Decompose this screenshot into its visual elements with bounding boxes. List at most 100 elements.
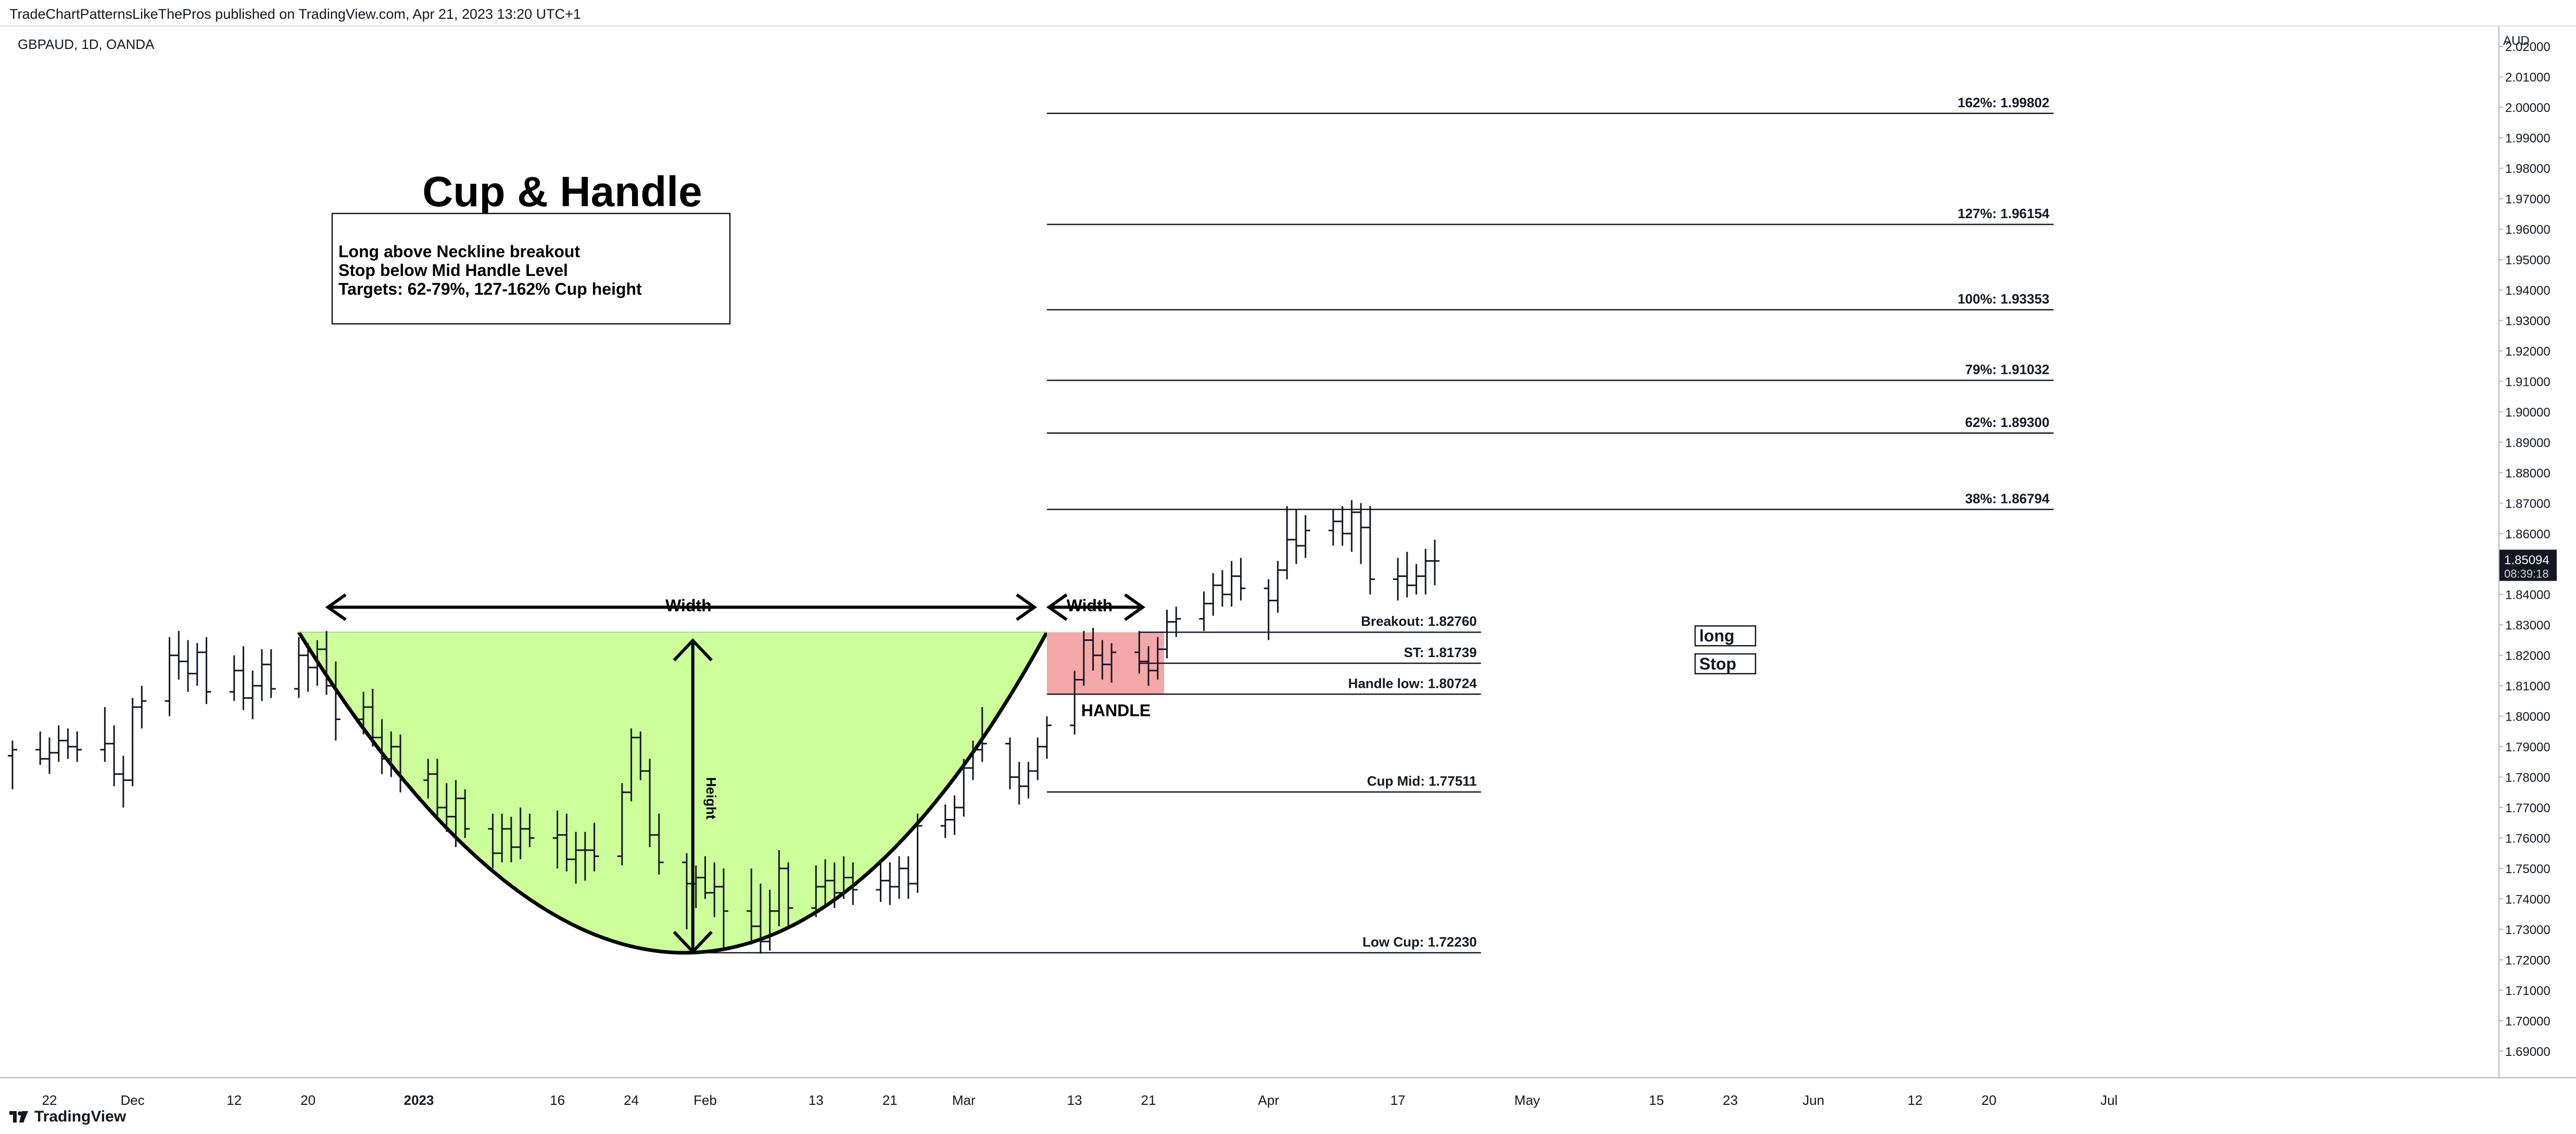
cup-width-label: Width [665, 596, 712, 615]
ohlc-bar [885, 862, 895, 905]
price-tick-label: 1.84000 [2505, 588, 2550, 602]
ohlc-bar [1328, 509, 1338, 546]
symbol-label[interactable]: GBPAUD, 1D, OANDA [18, 36, 155, 52]
price-tick-label: 1.81000 [2505, 679, 2550, 694]
price-tick-label: 1.94000 [2505, 284, 2550, 298]
level-label: 162%: 1.99802 [1958, 95, 2049, 110]
price-tick-label: 1.97000 [2505, 193, 2550, 207]
ohlc-bar [977, 707, 987, 762]
time-tick-label: 20 [300, 1092, 315, 1108]
ohlc-bar [359, 691, 369, 735]
ohlc-bar [1227, 561, 1236, 607]
price-tick-label: 1.96000 [2505, 223, 2550, 237]
ohlc-bar [460, 789, 470, 838]
level-line[interactable]: ST: 1.81739 [1139, 645, 1481, 664]
price-tick-label: 1.69000 [2505, 1045, 2550, 1059]
tradingview-brand[interactable]: TradingView [9, 1106, 126, 1127]
trade-tag[interactable]: Stop [1694, 653, 1757, 675]
handle-label: HANDLE [1081, 701, 1151, 720]
ohlc-bar [312, 640, 322, 686]
price-tick-label: 2.01000 [2505, 71, 2550, 85]
time-tick-label: 12 [1908, 1092, 1923, 1108]
ohlc-bar [848, 862, 858, 905]
ohlc-bar [839, 856, 849, 899]
level-line[interactable]: Low Cup: 1.72230 [696, 934, 1481, 954]
ohlc-bar [183, 640, 193, 692]
level-line[interactable]: 38%: 1.86794 [1046, 490, 2054, 510]
ohlc-bar [137, 686, 147, 728]
ohlc-bar [894, 856, 904, 899]
time-tick-label: Dec [120, 1092, 144, 1108]
time-tick-label: 17 [1391, 1092, 1406, 1108]
ohlc-bar [54, 725, 64, 762]
cup-width-arrow: Width [325, 593, 1038, 621]
level-label: 127%: 1.96154 [1958, 206, 2050, 221]
ohlc-bar [1070, 670, 1080, 735]
ohlc-bar [1430, 539, 1439, 586]
level-line[interactable]: 127%: 1.96154 [1046, 206, 2054, 225]
level-line[interactable]: 100%: 1.93353 [1046, 291, 2054, 311]
price-tick-label: 1.74000 [2505, 892, 2550, 906]
fib-levels: 162%: 1.99802 127%: 1.96154 100%: 1.93353 7… [696, 95, 2054, 954]
trade-tag[interactable]: long [1694, 625, 1757, 647]
time-tick-label: Mar [952, 1092, 976, 1108]
level-line[interactable]: Breakout: 1.82760 [1139, 613, 1481, 633]
time-tick-label: 21 [1141, 1092, 1156, 1108]
ohlc-bar [44, 737, 54, 774]
price-tick-label: 1.93000 [2505, 314, 2550, 328]
ohlc-bar [747, 868, 756, 945]
level-line[interactable]: 79%: 1.91032 [1046, 362, 2054, 381]
price-tick-label: 1.80000 [2505, 710, 2550, 724]
level-line[interactable]: 62%: 1.89300 [1046, 414, 2054, 434]
ohlc-bar [1421, 549, 1431, 595]
ohlc-bar [710, 862, 719, 917]
level-line[interactable]: Cup Mid: 1.77511 [1046, 773, 1481, 793]
ohlc-bar [820, 859, 830, 905]
ohlc-bar [1282, 506, 1292, 579]
level-line[interactable]: 162%: 1.99802 [1046, 95, 2054, 115]
notes-line: Long above Neckline breakout [338, 242, 580, 261]
time-tick-label: Jul [2100, 1092, 2117, 1108]
price-tick-label: 1.76000 [2505, 831, 2550, 846]
level-label: 100%: 1.93353 [1958, 291, 2049, 307]
trade-tag-text: long [1699, 626, 1735, 645]
notes-line: Stop below Mid Handle Level [338, 261, 568, 280]
ohlc-bar [100, 707, 110, 762]
ohlc-bar [903, 856, 913, 899]
ohlc-bar [1347, 500, 1357, 552]
price-tick-label: 1.72000 [2505, 953, 2550, 967]
ohlc-bar [331, 661, 340, 741]
price-tick-label: 1.86000 [2505, 527, 2550, 541]
ohlc-bar [1079, 631, 1089, 686]
ohlc-bar [35, 731, 45, 765]
level-line[interactable]: Handle low: 1.80724 [1046, 675, 1481, 695]
ohlc-bar [1411, 564, 1421, 595]
time-tick-label: 2023 [404, 1092, 434, 1108]
time-tick-label: 13 [809, 1092, 824, 1108]
ohlc-bar [433, 759, 443, 820]
price-tick-label: 1.83000 [2505, 619, 2550, 633]
level-label: Breakout: 1.82760 [1361, 613, 1477, 629]
price-tick-label: 1.79000 [2505, 740, 2550, 754]
ohlc-bar [229, 655, 239, 701]
ohlc-bar [174, 631, 184, 680]
price-tick-label: 2.00000 [2505, 101, 2550, 115]
price-tick-label: 1.92000 [2505, 345, 2550, 359]
ohlc-bar [968, 740, 978, 780]
ohlc-bar [718, 868, 728, 951]
ohlc-bar [617, 783, 627, 866]
price-tick-label: 1.87000 [2505, 497, 2550, 511]
time-tick-label: 15 [1649, 1092, 1664, 1108]
time-tick-label: 13 [1067, 1092, 1082, 1108]
pattern-title: Cup & Handle [422, 168, 702, 216]
ohlc-bar [1300, 515, 1310, 558]
price-tick-label: 1.89000 [2505, 436, 2550, 450]
ohlc-bar [8, 740, 17, 789]
ohlc-bar [1134, 631, 1144, 674]
ohlc-bar [626, 728, 636, 802]
price-tick-label: 1.78000 [2505, 771, 2550, 785]
ohlc-bar [488, 813, 498, 868]
annotations: Width Width HANDLE Height long Stop Cup & Hand… [325, 168, 1757, 954]
